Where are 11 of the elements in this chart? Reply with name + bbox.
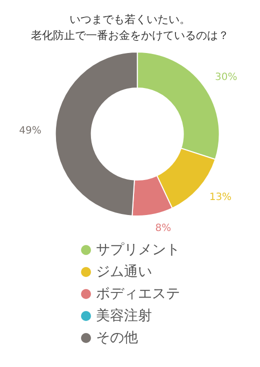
- data-label: 49%: [19, 125, 42, 136]
- legend-label: ジム通い: [96, 263, 152, 282]
- legend-label: サプリメント: [96, 241, 180, 260]
- chart-title: いつまでも若くいたい。: [68, 12, 192, 28]
- data-label: 8%: [155, 222, 172, 234]
- data-label: 13%: [209, 192, 232, 203]
- legend-label: 美容注射: [96, 307, 152, 326]
- legend-label: その他: [96, 329, 138, 348]
- legend-label: ボディエステ: [96, 285, 180, 304]
- chart-subtitle: 老化防止で一番お金をかけているのは？: [30, 28, 230, 44]
- data-label: 30%: [214, 72, 238, 84]
